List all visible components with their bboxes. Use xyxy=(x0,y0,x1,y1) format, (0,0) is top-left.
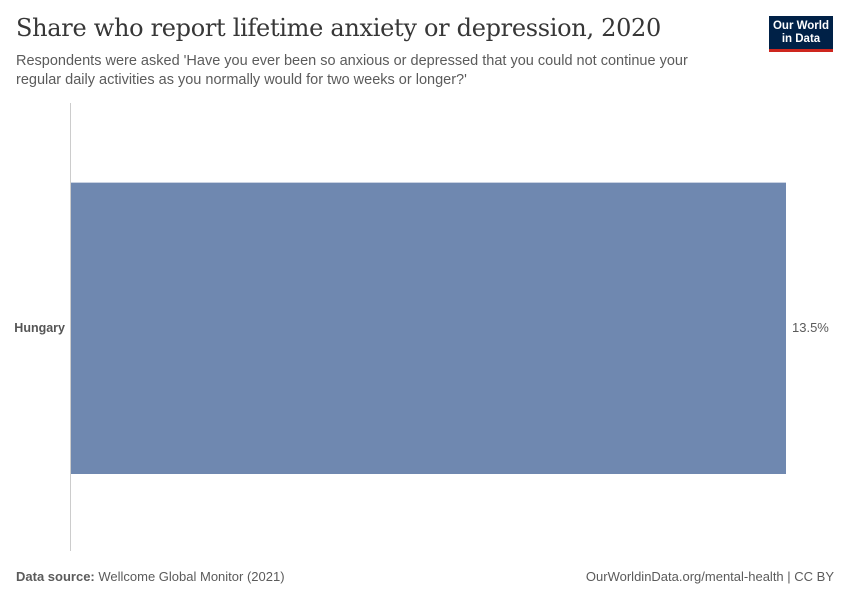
bar-hungary[interactable] xyxy=(71,182,786,474)
logo-line-1: Our World xyxy=(772,20,829,32)
value-label: 13.5% xyxy=(792,320,829,335)
data-source: Data source: Wellcome Global Monitor (20… xyxy=(16,569,285,584)
logo-line-2: in Data xyxy=(781,33,821,45)
data-source-text: Wellcome Global Monitor (2021) xyxy=(94,569,285,584)
attribution-link[interactable]: OurWorldinData.org/mental-health | CC BY xyxy=(585,569,834,584)
y-axis-line xyxy=(70,103,71,551)
chart-title: Share who report lifetime anxiety or dep… xyxy=(16,14,661,42)
owid-logo[interactable]: Our World in Data xyxy=(769,16,833,52)
chart-subtitle: Respondents were asked 'Have you ever be… xyxy=(16,53,688,88)
data-source-label: Data source: xyxy=(16,569,95,584)
category-label: Hungary xyxy=(14,321,65,335)
